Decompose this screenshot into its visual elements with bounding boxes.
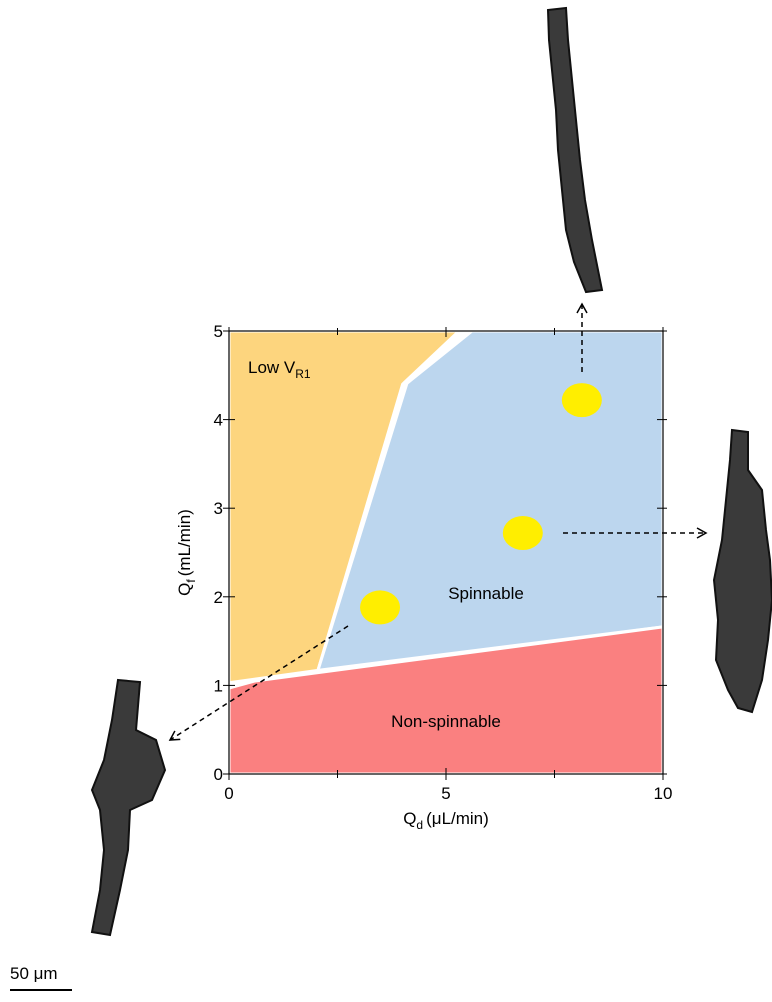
fiber-image-left xyxy=(90,678,167,937)
x-tick-label: 0 xyxy=(224,784,233,803)
y-tick-label: 1 xyxy=(214,676,223,695)
x-label-sub: d xyxy=(416,818,423,832)
y-label-main: Q xyxy=(175,583,194,596)
fiber-image-top xyxy=(546,6,604,294)
y-tick-label: 2 xyxy=(214,588,223,607)
data-point xyxy=(561,383,602,418)
y-tick-label: 0 xyxy=(214,765,223,784)
x-axis-label: Qd (μL/min) xyxy=(403,809,489,832)
region-label-text: Low V xyxy=(248,358,296,377)
region-label: Spinnable xyxy=(448,584,524,603)
data-point xyxy=(360,590,401,625)
region-label-text: Non-spinnable xyxy=(391,712,501,731)
region-label-text: Spinnable xyxy=(448,584,524,603)
data-point xyxy=(502,516,543,551)
region-label: Non-spinnable xyxy=(391,712,501,731)
fiber-image-right xyxy=(712,428,772,714)
y-tick-label: 4 xyxy=(214,411,223,430)
x-label-unit: (μL/min) xyxy=(426,809,489,828)
y-tick-label: 5 xyxy=(214,322,223,341)
y-label-sub: f xyxy=(184,579,198,583)
scale-bar-label: 50 μm xyxy=(10,964,58,983)
region-label-sub: R1 xyxy=(295,367,311,381)
y-label-unit: (mL/min) xyxy=(175,509,194,576)
regions xyxy=(227,329,665,776)
x-tick-label: 10 xyxy=(654,784,673,803)
region-label: Low VR1 xyxy=(248,358,311,381)
y-tick-label: 3 xyxy=(214,499,223,518)
x-tick-label: 5 xyxy=(441,784,450,803)
x-label-main: Q xyxy=(403,809,416,828)
y-axis-label: Qf (mL/min) xyxy=(175,509,198,596)
